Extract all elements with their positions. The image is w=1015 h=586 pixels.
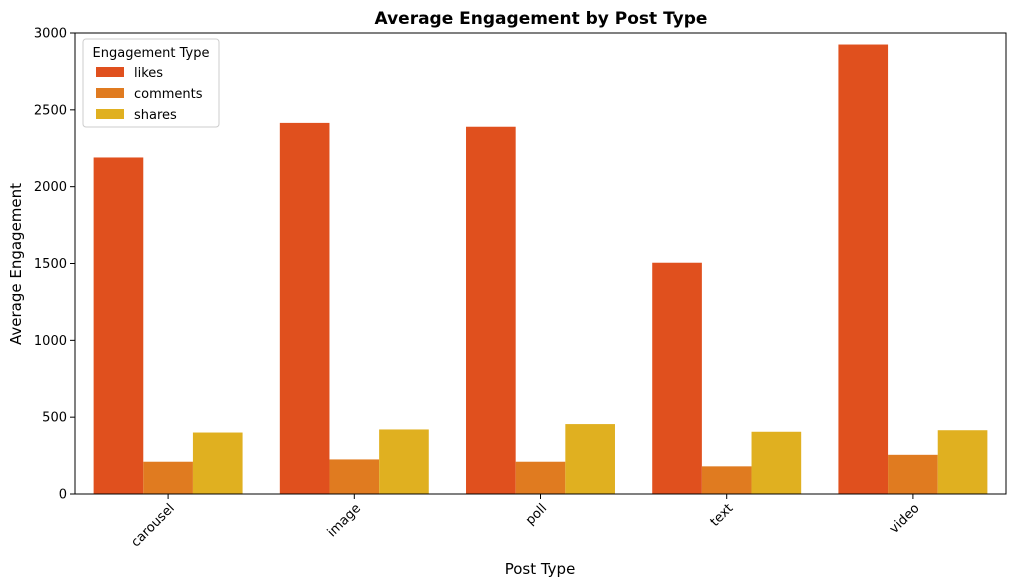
plot-area: [93, 44, 988, 495]
bar-likes-image: [279, 122, 330, 495]
bar-comments-image: [329, 459, 380, 494]
y-tick-label: 0: [59, 488, 67, 503]
bar-comments-text: [701, 466, 752, 494]
chart-title: Average Engagement by Post Type: [375, 9, 708, 29]
bar-comments-carousel: [143, 461, 193, 494]
bar-shares-carousel: [192, 432, 243, 494]
y-tick-label: 2000: [34, 180, 67, 195]
bar-comments-poll: [515, 461, 566, 494]
y-tick-label: 1000: [34, 334, 67, 349]
y-tick-label: 500: [42, 411, 67, 426]
legend-swatch-comments: [96, 88, 124, 98]
y-tick-label: 3000: [34, 27, 67, 42]
bar-shares-image: [379, 429, 429, 494]
legend: Engagement Type likes comments shares: [82, 38, 220, 128]
bar-shares-text: [751, 431, 802, 494]
legend-label-shares: shares: [134, 108, 177, 123]
bar-likes-poll: [466, 126, 516, 494]
x-axis-label: Post Type: [505, 560, 576, 578]
bar-likes-carousel: [93, 157, 144, 494]
y-axis-label: Average Engagement: [7, 183, 25, 345]
x-tick-label: carousel: [128, 501, 177, 550]
bar-comments-video: [888, 454, 938, 494]
bar-shares-poll: [565, 424, 615, 494]
legend-label-comments: comments: [134, 87, 203, 102]
x-axis: carousel image poll text video: [128, 494, 923, 550]
y-axis: 0 500 1000 1500 2000 2500 3000: [34, 27, 75, 503]
x-tick-label: poll: [523, 501, 550, 528]
x-tick-label: image: [325, 501, 364, 540]
y-tick-label: 2500: [34, 103, 67, 118]
bar-likes-text: [652, 262, 702, 494]
y-tick-label: 1500: [34, 257, 67, 272]
legend-swatch-likes: [96, 67, 124, 77]
x-tick-label: text: [708, 501, 737, 530]
legend-box: [82, 38, 220, 128]
x-tick-label: video: [887, 501, 923, 537]
bar-likes-video: [838, 44, 889, 495]
legend-title: Engagement Type: [93, 46, 210, 61]
legend-swatch-shares: [96, 109, 124, 119]
legend-label-likes: likes: [134, 66, 163, 81]
bar-shares-video: [937, 430, 988, 494]
